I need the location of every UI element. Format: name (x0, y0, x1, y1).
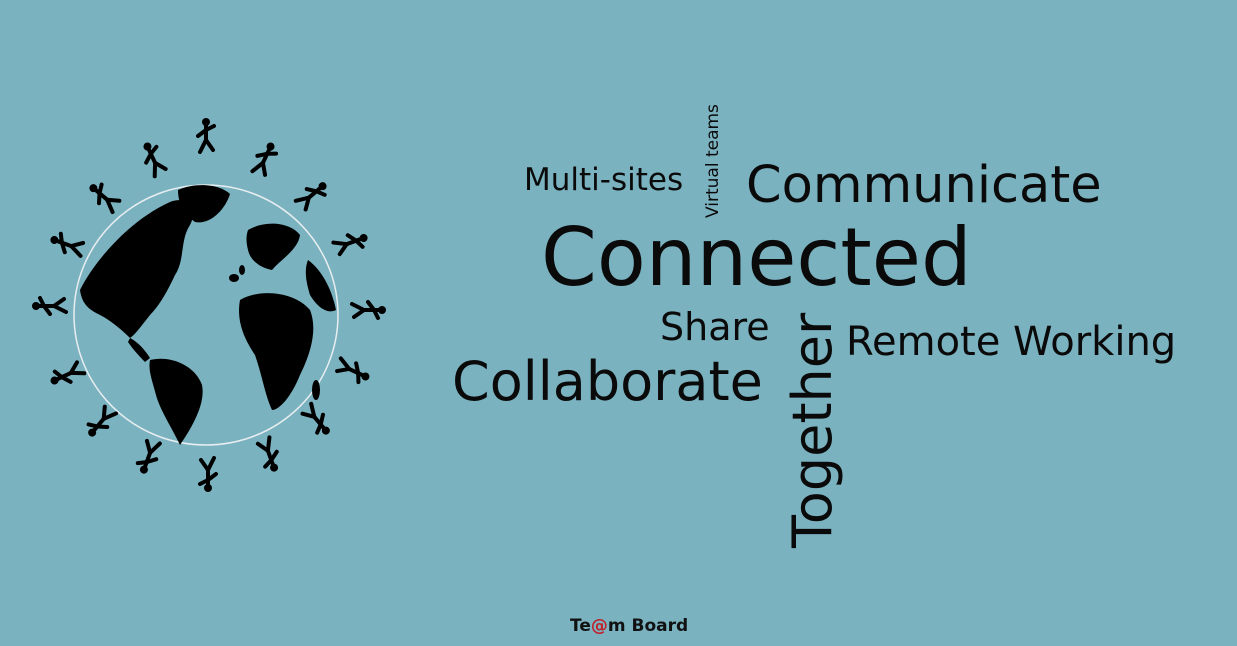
word-share: Share (660, 305, 770, 349)
word-collaborate: Collaborate (452, 350, 763, 413)
word-communicate: Communicate (746, 156, 1102, 215)
word-connected: Connected (541, 211, 972, 304)
globe-with-running-figures-icon (32, 118, 386, 492)
brand-prefix: Te (570, 616, 591, 636)
word-together: Together (781, 312, 844, 548)
word-virtual-teams: Virtual teams (703, 104, 723, 218)
brand-at-sign: @ (590, 616, 608, 636)
brand-logo: Te@m Board (570, 616, 688, 636)
word-multi-sites: Multi-sites (524, 162, 684, 198)
globe-graphic (10, 110, 410, 510)
word-remote-working: Remote Working (846, 319, 1177, 365)
brand-suffix: m Board (607, 616, 689, 636)
